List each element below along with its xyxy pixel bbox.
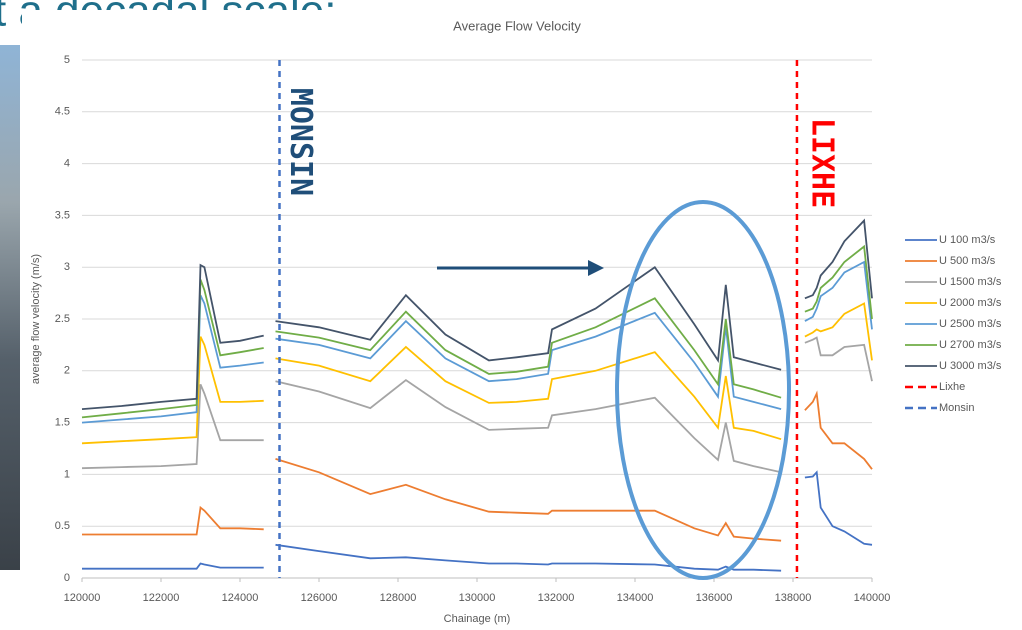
legend-label: U 2000 m3/s xyxy=(939,297,1002,309)
y-tick-label: 2.5 xyxy=(55,313,70,325)
x-tick-label: 134000 xyxy=(617,592,654,604)
chart-title: Average Flow Velocity xyxy=(453,18,581,33)
station-label: LIXHE xyxy=(804,118,839,208)
y-tick-label: 0.5 xyxy=(55,520,70,532)
y-tick-label: 1 xyxy=(64,468,70,480)
photo-strip xyxy=(0,45,20,570)
x-tick-label: 132000 xyxy=(538,592,575,604)
legend-label: U 100 m3/s xyxy=(939,234,996,246)
slide: t a decadal scale: Average Flow Velocity… xyxy=(0,0,1022,630)
y-tick-label: 4.5 xyxy=(55,106,70,118)
legend-label: Lixhe xyxy=(939,381,965,393)
y-axis-label: average flow velocity (m/s) xyxy=(30,254,42,384)
y-tick-label: 5 xyxy=(64,54,70,66)
y-tick-label: 0 xyxy=(64,572,70,584)
y-tick-label: 3 xyxy=(64,261,70,273)
y-tick-label: 4 xyxy=(64,158,70,170)
x-tick-label: 136000 xyxy=(696,592,733,604)
x-tick-label: 128000 xyxy=(380,592,417,604)
station-label: MONSIN xyxy=(283,88,318,196)
legend-label: U 2700 m3/s xyxy=(939,339,1002,351)
legend-label: U 1500 m3/s xyxy=(939,276,1002,288)
x-tick-label: 124000 xyxy=(222,592,259,604)
x-tick-label: 126000 xyxy=(301,592,338,604)
legend-label: Monsin xyxy=(939,402,974,414)
x-axis-label: Chainage (m) xyxy=(444,613,511,625)
x-tick-label: 138000 xyxy=(775,592,812,604)
legend-label: U 3000 m3/s xyxy=(939,360,1002,372)
chart-frame xyxy=(22,10,1022,630)
x-tick-label: 140000 xyxy=(854,592,891,604)
y-tick-label: 2 xyxy=(64,365,70,377)
y-tick-label: 3.5 xyxy=(55,209,70,221)
legend-label: U 500 m3/s xyxy=(939,255,996,267)
x-tick-label: 120000 xyxy=(64,592,101,604)
x-tick-label: 122000 xyxy=(143,592,180,604)
x-tick-label: 130000 xyxy=(459,592,496,604)
y-tick-label: 1.5 xyxy=(55,417,70,429)
legend-label: U 2500 m3/s xyxy=(939,318,1002,330)
